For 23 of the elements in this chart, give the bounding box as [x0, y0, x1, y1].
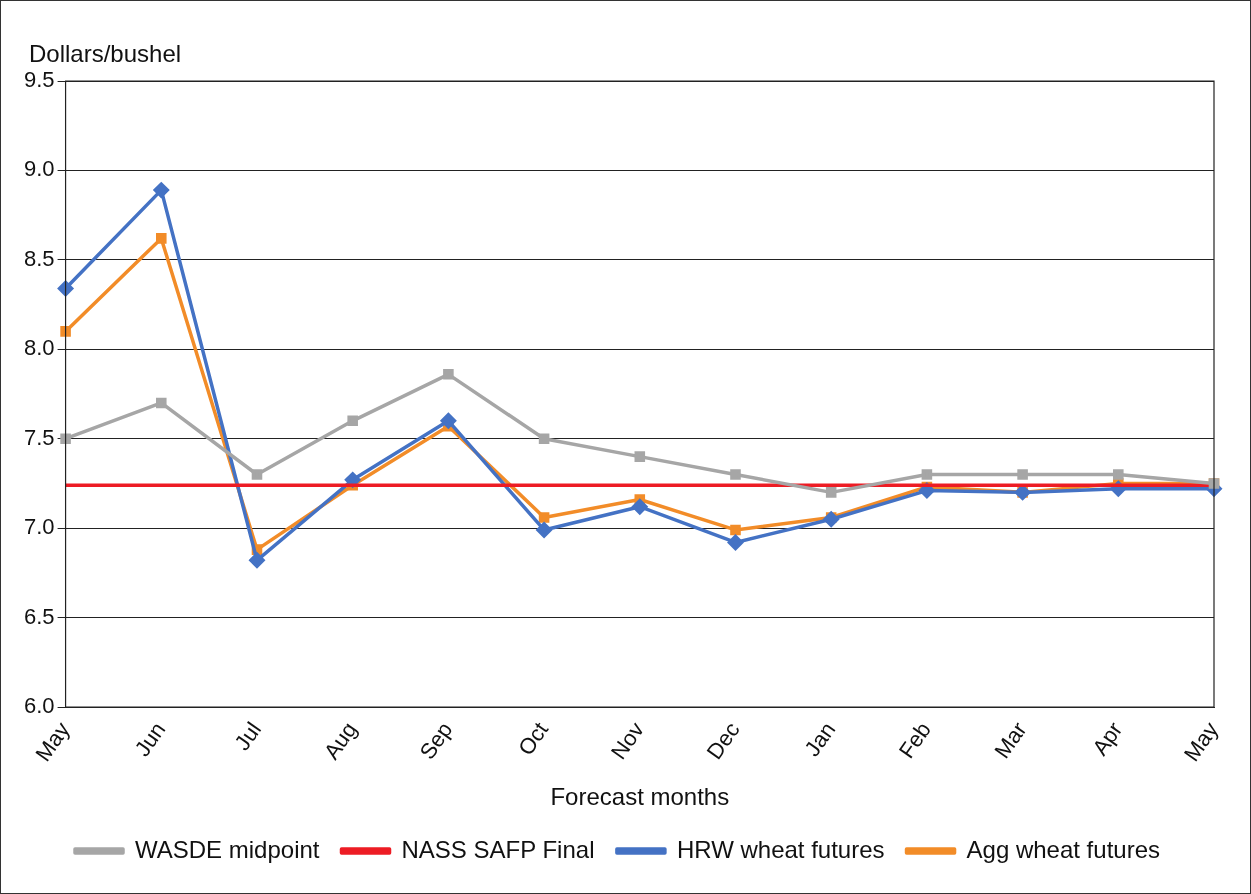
- legend-label: WASDE midpoint: [135, 835, 320, 863]
- x-tick-label: Oct: [513, 717, 554, 760]
- x-tick-label: Jul: [229, 717, 267, 755]
- x-tick-label: Apr: [1087, 717, 1128, 760]
- y-tick-label: 8.5: [23, 245, 55, 271]
- legend-label: HRW wheat futures: [676, 835, 885, 863]
- y-tick-label: 9.5: [23, 67, 55, 93]
- legend-label: Agg wheat futures: [966, 835, 1160, 863]
- y-tick-label: 9.0: [23, 156, 55, 182]
- y-tick-label: 7.5: [23, 424, 55, 450]
- legend-label: NASS SAFP Final: [401, 835, 595, 863]
- x-axis-title: Forecast months: [550, 783, 730, 811]
- y-axis-title: Dollars/bushel: [29, 39, 182, 67]
- x-tick-label: Sep: [414, 717, 458, 764]
- y-tick-label: 6.0: [23, 693, 55, 719]
- x-tick-label: Jun: [129, 717, 171, 761]
- y-tick-label: 8.0: [23, 335, 55, 361]
- x-tick-label: Feb: [893, 717, 936, 763]
- x-tick-label: Mar: [989, 717, 1032, 763]
- x-tick-label: Dec: [701, 717, 745, 764]
- y-tick-label: 7.0: [23, 514, 55, 540]
- y-tick-label: 6.5: [23, 603, 55, 629]
- x-tick-label: Jan: [799, 717, 841, 761]
